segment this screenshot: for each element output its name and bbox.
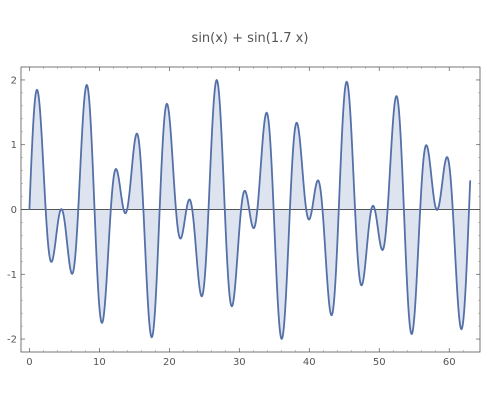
y-tick-label: 0 <box>11 205 17 216</box>
x-tick-label: 20 <box>163 357 176 368</box>
y-tick-label: -2 <box>7 335 17 346</box>
series-curve <box>28 78 472 341</box>
y-tick-label: 2 <box>11 75 17 86</box>
y-tick-label: -1 <box>7 270 17 281</box>
x-tick-label: 50 <box>373 357 386 368</box>
y-axis: -2 -1 0 1 2 <box>7 75 480 346</box>
x-axis: 0 10 20 30 40 50 60 <box>26 67 464 368</box>
x-tick-label: 60 <box>443 357 456 368</box>
plot-area <box>20 66 481 353</box>
x-tick-label: 0 <box>26 357 32 368</box>
x-tick-label: 30 <box>233 357 246 368</box>
chart-title: sin(x) + sin(1.7 x) <box>192 31 309 46</box>
y-tick-label: 1 <box>11 140 17 151</box>
x-tick-label: 10 <box>93 357 106 368</box>
x-tick-label: 40 <box>303 357 316 368</box>
